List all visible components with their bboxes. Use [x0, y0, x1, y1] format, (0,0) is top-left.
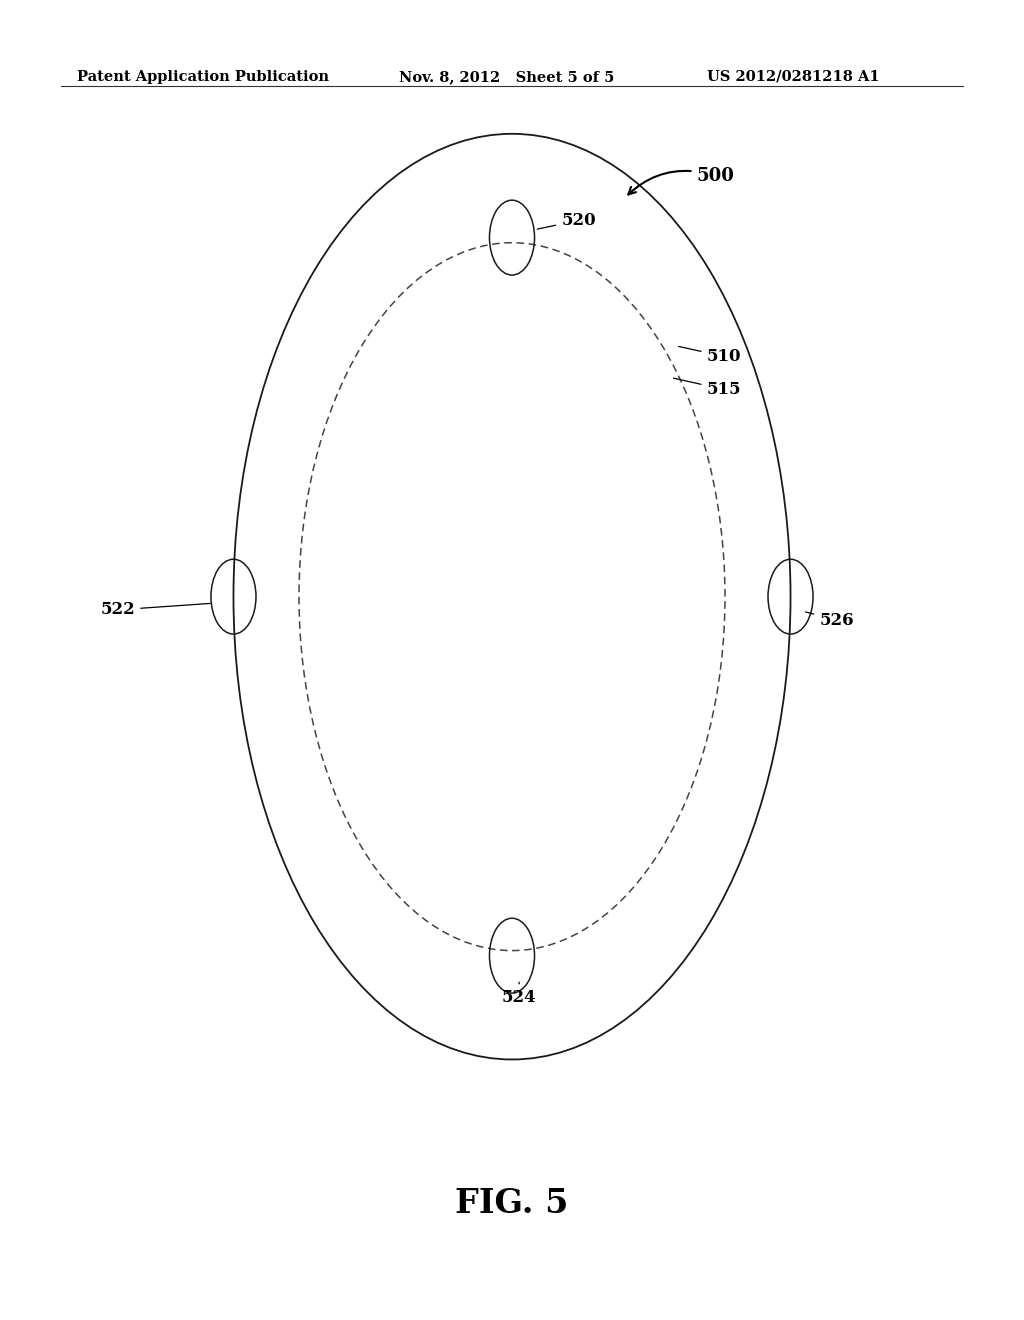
Text: 515: 515: [674, 378, 741, 397]
Text: Patent Application Publication: Patent Application Publication: [77, 70, 329, 84]
Text: 510: 510: [679, 346, 741, 364]
Text: 520: 520: [538, 213, 596, 230]
Text: FIG. 5: FIG. 5: [456, 1188, 568, 1220]
Text: 522: 522: [100, 602, 210, 618]
Text: 500: 500: [629, 166, 734, 194]
Text: US 2012/0281218 A1: US 2012/0281218 A1: [707, 70, 880, 84]
Text: 524: 524: [502, 982, 537, 1006]
Text: Nov. 8, 2012   Sheet 5 of 5: Nov. 8, 2012 Sheet 5 of 5: [399, 70, 614, 84]
Text: 526: 526: [806, 612, 854, 628]
